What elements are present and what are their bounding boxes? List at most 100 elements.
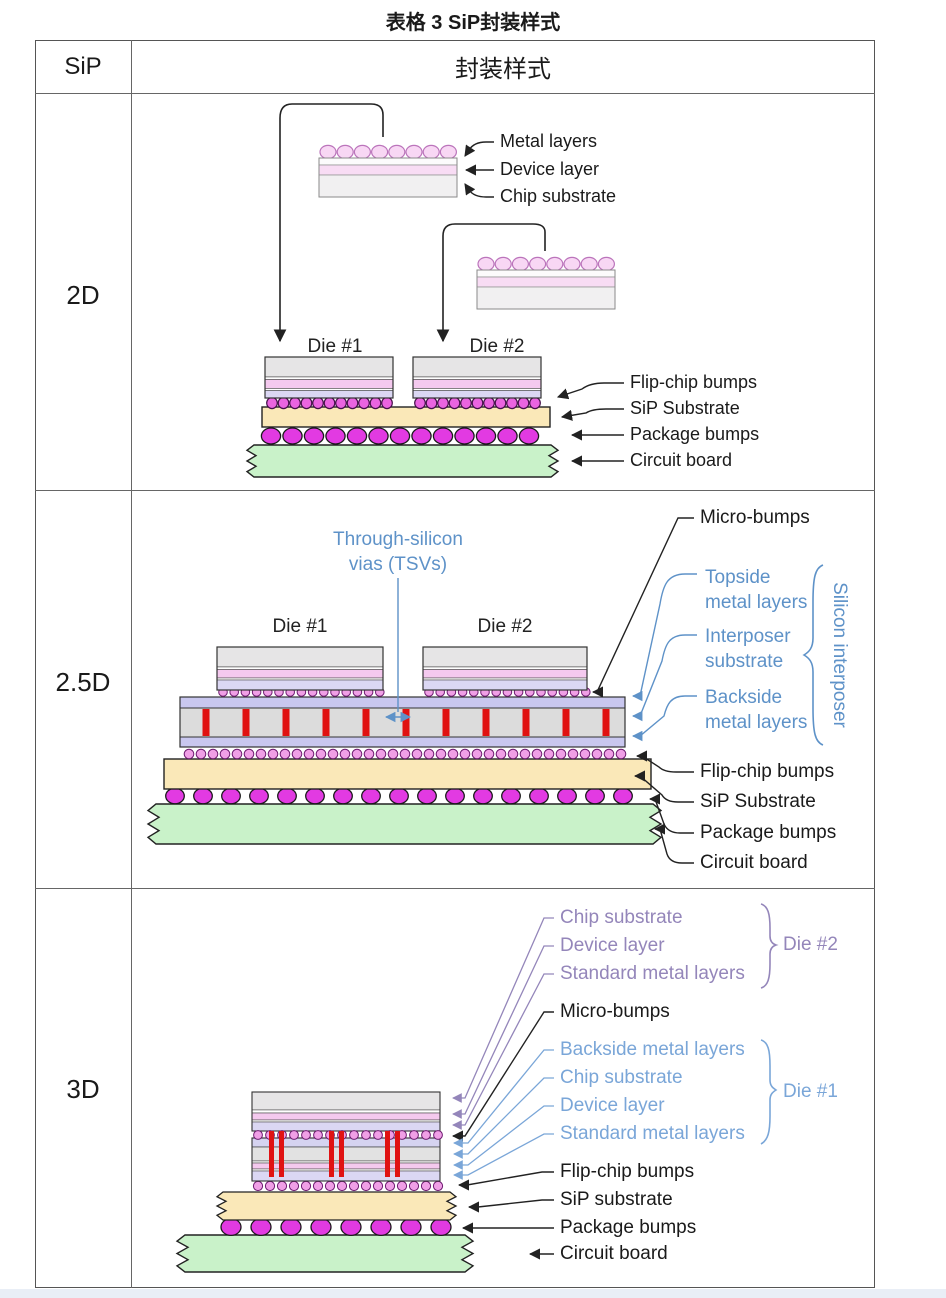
header-divider xyxy=(35,93,875,94)
package-bumps-label: Package bumps xyxy=(630,424,759,444)
chip-substrate-die1-label: Chip substrate xyxy=(560,1067,683,1088)
sip-substrate-arrow xyxy=(633,770,694,803)
header-cell-sip: SiP xyxy=(35,40,131,93)
device-layer-label: Device layer xyxy=(500,159,599,179)
silicon-interposer-label: Silicon interposer xyxy=(829,582,850,728)
package-bumps xyxy=(165,787,633,805)
standard-metal-die2-arrow xyxy=(452,973,554,1130)
circuit-board xyxy=(146,803,663,845)
circuit-board-label: Circuit board xyxy=(560,1243,668,1264)
flip-chip-bumps-die1 xyxy=(266,396,393,410)
sip-substrate-arrow xyxy=(467,1199,554,1213)
backside-metal-arrow xyxy=(453,1049,554,1148)
sip-substrate xyxy=(261,406,551,428)
standard-metal-die2-label: Standard metal layers xyxy=(560,963,745,984)
interposer-substrate-label-1: Interposer xyxy=(705,626,791,647)
free-chip-1 xyxy=(318,144,458,198)
topside-metal-label-2: metal layers xyxy=(705,592,807,613)
flip-chip-bumps xyxy=(252,1180,444,1192)
row-label-2d: 2D xyxy=(66,280,100,310)
die1-stack xyxy=(216,646,384,691)
package-bumps xyxy=(260,427,540,445)
die2-brace xyxy=(760,903,779,989)
flip-chip-bumps-label: Flip-chip bumps xyxy=(560,1161,694,1182)
package-bumps-label: Package bumps xyxy=(700,822,836,843)
chip-substrate-arrow xyxy=(464,183,494,198)
die1-label: Die #1 xyxy=(273,616,328,637)
tsv-label-line2: vias (TSVs) xyxy=(349,554,447,575)
placement-arrow-die1 xyxy=(273,103,384,343)
footer-strip xyxy=(0,1289,946,1298)
page-title: 表格 3 SiP封装样式 xyxy=(385,12,561,34)
sip-substrate-arrow xyxy=(560,408,624,421)
sip-substrate-label: SiP Substrate xyxy=(630,398,740,418)
die2-stack xyxy=(251,1091,441,1132)
interposer-substrate-arrow xyxy=(631,634,697,722)
flip-chip-bumps-die2 xyxy=(414,396,541,410)
circuit-board-label: Circuit board xyxy=(700,852,808,873)
circuit-board-arrow xyxy=(653,823,694,864)
header-cell-style: 封装样式 xyxy=(131,40,875,93)
standard-metal-die1-label: Standard metal layers xyxy=(560,1123,745,1144)
diagram-3d: Chip substrate Device layer Standard met… xyxy=(175,903,838,1273)
flip-chip-bumps xyxy=(183,748,627,760)
diagram-2d: Die #1 Die #2 Metal layers Device layer … xyxy=(245,103,759,478)
placement-arrow-die2 xyxy=(436,223,546,343)
backside-metal-label-2: metal layers xyxy=(705,712,807,733)
assembled-die1 xyxy=(264,356,394,399)
device-layer-die1-label: Device layer xyxy=(560,1095,665,1116)
chip-substrate-die1-arrow xyxy=(453,1077,554,1159)
backside-metal-arrow xyxy=(631,695,697,742)
diagram-2-5d: Die #1 Die #2 Through-silicon vias (TSVs… xyxy=(146,507,850,873)
flip-chip-bumps-arrow xyxy=(556,382,624,400)
flip-chip-bumps-label: Flip-chip bumps xyxy=(630,372,757,392)
chip-substrate-die2-label: Chip substrate xyxy=(560,907,683,928)
silicon-interposer xyxy=(179,696,626,748)
die2-label: Die #2 xyxy=(783,934,838,955)
standard-metal-die1-arrow xyxy=(453,1133,554,1180)
device-layer-die2-label: Device layer xyxy=(560,935,665,956)
micro-bumps-label: Micro-bumps xyxy=(560,1001,670,1022)
assembled-die2 xyxy=(412,356,542,399)
package-bumps-label: Package bumps xyxy=(560,1217,696,1238)
die1-brace xyxy=(760,1039,778,1145)
die1-label: Die #1 xyxy=(783,1081,838,1102)
topside-metal-label-1: Topside xyxy=(705,567,771,588)
sip-substrate xyxy=(215,1191,458,1221)
silicon-interposer-brace xyxy=(802,564,824,746)
die1-label: Die #1 xyxy=(308,336,363,357)
metal-layers-label: Metal layers xyxy=(500,131,597,151)
free-chip-1-bumps xyxy=(319,144,458,160)
chip-substrate-label: Chip substrate xyxy=(500,186,616,206)
package-bumps xyxy=(220,1217,452,1237)
die1-stack xyxy=(251,1137,441,1182)
flip-chip-bumps-arrow xyxy=(457,1171,554,1191)
micro-bumps-label: Micro-bumps xyxy=(700,507,810,528)
row-divider-1 xyxy=(35,490,875,491)
chip-substrate-die2-arrow xyxy=(452,917,554,1103)
die2-label: Die #2 xyxy=(470,336,525,357)
row-label-3d: 3D xyxy=(66,1074,100,1104)
circuit-board xyxy=(175,1234,475,1273)
micro-bumps-arrow xyxy=(451,1011,554,1142)
package-bumps-arrow xyxy=(648,793,694,834)
interposer-substrate-label-2: substrate xyxy=(705,651,783,672)
backside-metal-label: Backside metal layers xyxy=(560,1039,745,1060)
table-border xyxy=(35,40,875,1288)
device-layer-die2-arrow xyxy=(452,945,554,1119)
flip-chip-bumps-arrow xyxy=(635,750,694,773)
header-style-label: 封装样式 xyxy=(455,56,551,83)
metal-layers-arrow xyxy=(464,141,494,157)
row-divider-2 xyxy=(35,888,875,889)
die2-stack xyxy=(422,646,588,691)
topside-metal-arrow xyxy=(631,573,697,702)
circuit-board-label: Circuit board xyxy=(630,450,732,470)
tsv-label-line1: Through-silicon xyxy=(333,529,463,550)
die2-label: Die #2 xyxy=(478,616,533,637)
free-chip-2-bumps xyxy=(477,256,616,272)
header-sip-label: SiP xyxy=(64,52,102,80)
tsv-studs xyxy=(269,1131,400,1177)
tsv-bars xyxy=(202,709,610,736)
column-divider xyxy=(131,40,132,1288)
device-layer-die1-arrow xyxy=(453,1105,554,1170)
